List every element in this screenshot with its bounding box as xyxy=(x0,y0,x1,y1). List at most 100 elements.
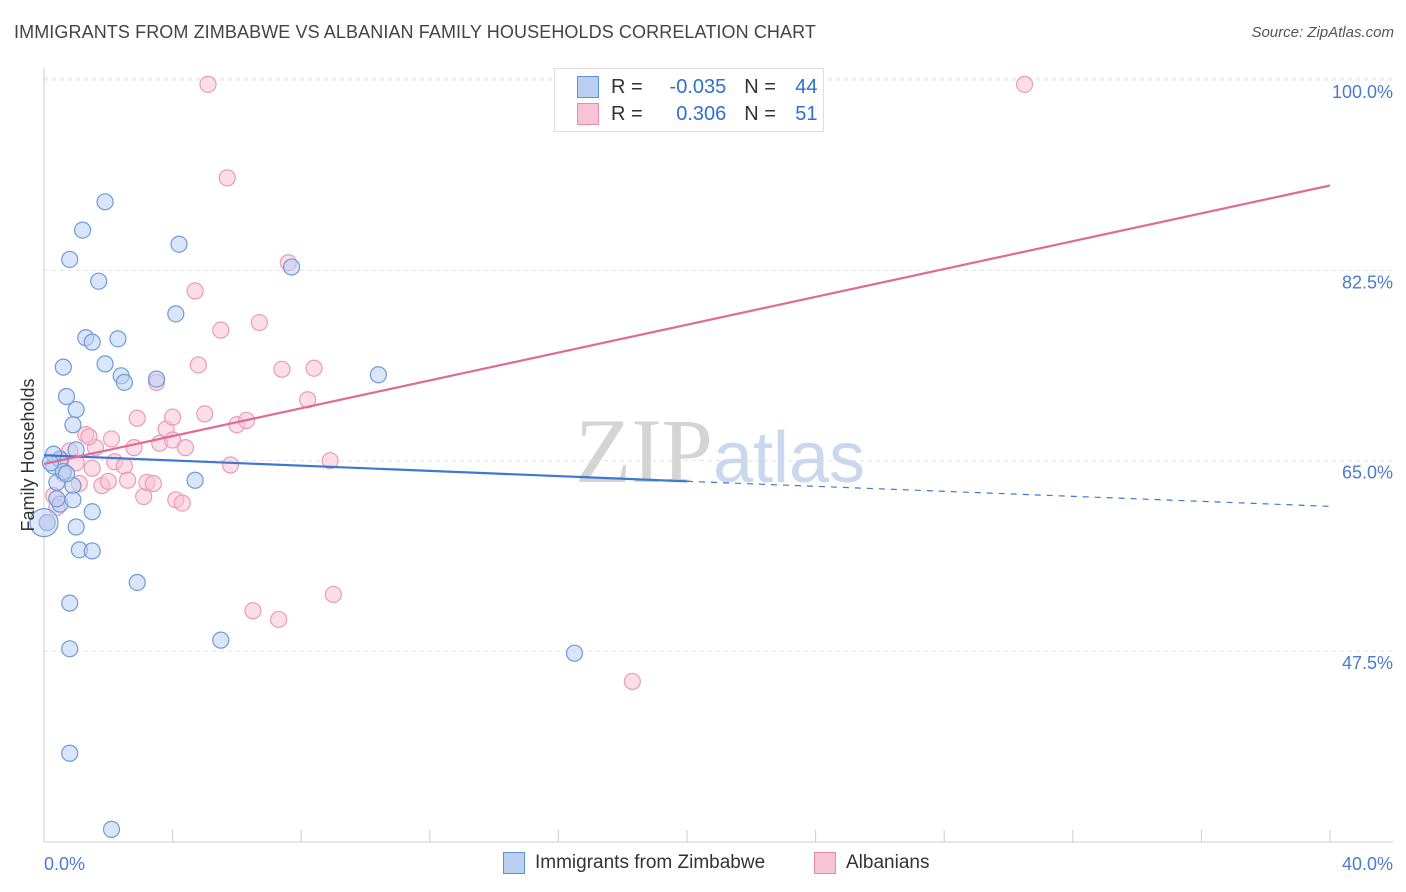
zimbabwe-point-24 xyxy=(96,355,114,373)
zimbabwe-point-35 xyxy=(282,258,301,276)
zimbabwe-point-25 xyxy=(102,820,121,838)
albanian-point-44 xyxy=(305,359,323,377)
zimbabwe-point-13 xyxy=(64,491,82,509)
albanians-points xyxy=(38,75,1034,691)
zimbabwe-point-17 xyxy=(73,221,92,239)
albanian-point-20 xyxy=(144,474,162,493)
zimbabwe-point-10 xyxy=(61,250,79,269)
zimbabwe-point-11 xyxy=(64,416,82,434)
albanian-point-11 xyxy=(99,472,117,490)
albanian-point-50 xyxy=(80,428,98,446)
trend-lines xyxy=(43,184,1331,507)
albanian-point-39 xyxy=(250,313,269,332)
zimbabwe-point-43 xyxy=(57,465,76,483)
albanian-point-48 xyxy=(1015,75,1034,93)
zimbabwe-point-15 xyxy=(67,400,85,419)
albanian-point-29 xyxy=(186,282,204,300)
r-label: R = xyxy=(611,75,643,98)
albanian-point-38 xyxy=(244,602,262,620)
albanian-point-16 xyxy=(125,439,143,457)
stats-legend: R = -0.035 N = 44 R = 0.306 N = 51 xyxy=(554,68,824,132)
albanian-point-40 xyxy=(270,610,288,629)
watermark-atlas: atlas xyxy=(713,418,865,498)
zimbabwe-point-23 xyxy=(96,193,114,211)
albanian-point-27 xyxy=(173,494,191,512)
zimbabwe-point-30 xyxy=(147,370,166,388)
series-legend: Immigrants from Zimbabwe Albanians xyxy=(0,852,1406,878)
zimbabwe-point-33 xyxy=(186,471,204,489)
legend-item-zimbabwe[interactable]: Immigrants from Zimbabwe xyxy=(503,852,765,874)
zimbabwe-point-29 xyxy=(128,573,146,592)
zimbabwe-point-7 xyxy=(61,640,79,658)
y-tick-label-2: 65.0% xyxy=(1342,463,1393,483)
zimbabwe-point-9 xyxy=(61,744,79,762)
x-max-label: 40.0% xyxy=(1342,854,1393,874)
n-label: N = xyxy=(744,102,776,125)
zimbabwe-points xyxy=(29,193,584,838)
zimbabwe-point-36 xyxy=(369,366,387,384)
r-value-zimbabwe: -0.035 xyxy=(669,75,727,98)
zimbabwe-point-21 xyxy=(83,542,101,560)
x-min-label: 0.0% xyxy=(44,854,85,874)
albanian-point-45 xyxy=(321,452,339,470)
albanian-point-33 xyxy=(212,321,230,339)
y-tick-label-0: 100.0% xyxy=(1332,82,1393,102)
zimbabwe-point-42 xyxy=(48,490,66,508)
watermark-zip: ZIP xyxy=(575,400,713,502)
albanian-point-17 xyxy=(128,409,146,427)
zimbabwe-point-28 xyxy=(115,373,133,391)
n-value-zimbabwe: 44 xyxy=(795,75,818,98)
legend-item-albanians[interactable]: Albanians xyxy=(814,852,929,874)
legend-row-albanians: R = 0.306 N = 51 xyxy=(577,101,818,127)
zimbabwe-point-26 xyxy=(109,330,127,348)
zimbabwe-point-31 xyxy=(167,305,185,323)
blue-swatch xyxy=(577,76,599,98)
y-tick-label-3: 47.5% xyxy=(1342,653,1393,673)
albanian-point-30 xyxy=(189,356,207,374)
albanian-point-8 xyxy=(83,459,101,477)
zimbabwe-point-8 xyxy=(61,594,79,612)
n-value-albanians: 51 xyxy=(795,102,818,125)
legend-label-zimbabwe: Immigrants from Zimbabwe xyxy=(535,852,766,873)
y-tick-labels: 100.0% 82.5% 65.0% 47.5% xyxy=(1332,82,1393,673)
albanian-trend-line xyxy=(43,184,1331,466)
axes xyxy=(43,68,1393,843)
zimbabwe-point-5 xyxy=(54,358,72,376)
zimbabwe-point-20 xyxy=(83,333,101,351)
blue-swatch xyxy=(503,852,525,874)
albanian-point-34 xyxy=(218,169,236,187)
albanian-point-25 xyxy=(164,408,182,426)
zimbabwe-point-6 xyxy=(57,387,76,406)
zimbabwe-trend-line xyxy=(43,454,688,483)
albanian-point-46 xyxy=(324,585,342,604)
zimbabwe-point-19 xyxy=(83,503,101,521)
r-label: R = xyxy=(611,102,643,125)
albanian-point-15 xyxy=(118,471,137,489)
zimbabwe-point-22 xyxy=(90,272,108,290)
source-label: Source: ZipAtlas.com xyxy=(1251,24,1394,41)
zimbabwe-point-14 xyxy=(67,518,85,536)
legend-label-albanians: Albanians xyxy=(846,852,930,873)
pink-swatch xyxy=(814,852,836,874)
legend-row-zimbabwe: R = -0.035 N = 44 xyxy=(577,74,818,100)
zimbabwe-point-37 xyxy=(565,644,584,662)
chart-title: IMMIGRANTS FROM ZIMBABWE VS ALBANIAN FAM… xyxy=(14,22,816,42)
zimbabwe-point-32 xyxy=(170,235,188,253)
albanian-point-14 xyxy=(115,457,133,475)
y-axis-title: Family Households xyxy=(18,378,38,531)
albanian-point-41 xyxy=(273,360,291,378)
albanian-point-31 xyxy=(196,405,214,423)
albanian-point-12 xyxy=(102,430,121,448)
watermark: ZIPatlas xyxy=(575,400,865,502)
y-tick-label-1: 82.5% xyxy=(1342,272,1393,292)
zimbabwe-point-large xyxy=(29,508,59,538)
zimbabwe-point-34 xyxy=(212,631,230,649)
r-value-albanians: 0.306 xyxy=(676,102,727,125)
n-label: N = xyxy=(744,75,776,98)
albanian-point-32 xyxy=(199,75,217,93)
albanian-point-47 xyxy=(623,672,641,691)
gridlines xyxy=(44,77,1393,652)
albanian-point-28 xyxy=(176,439,195,457)
pink-swatch xyxy=(577,103,599,125)
